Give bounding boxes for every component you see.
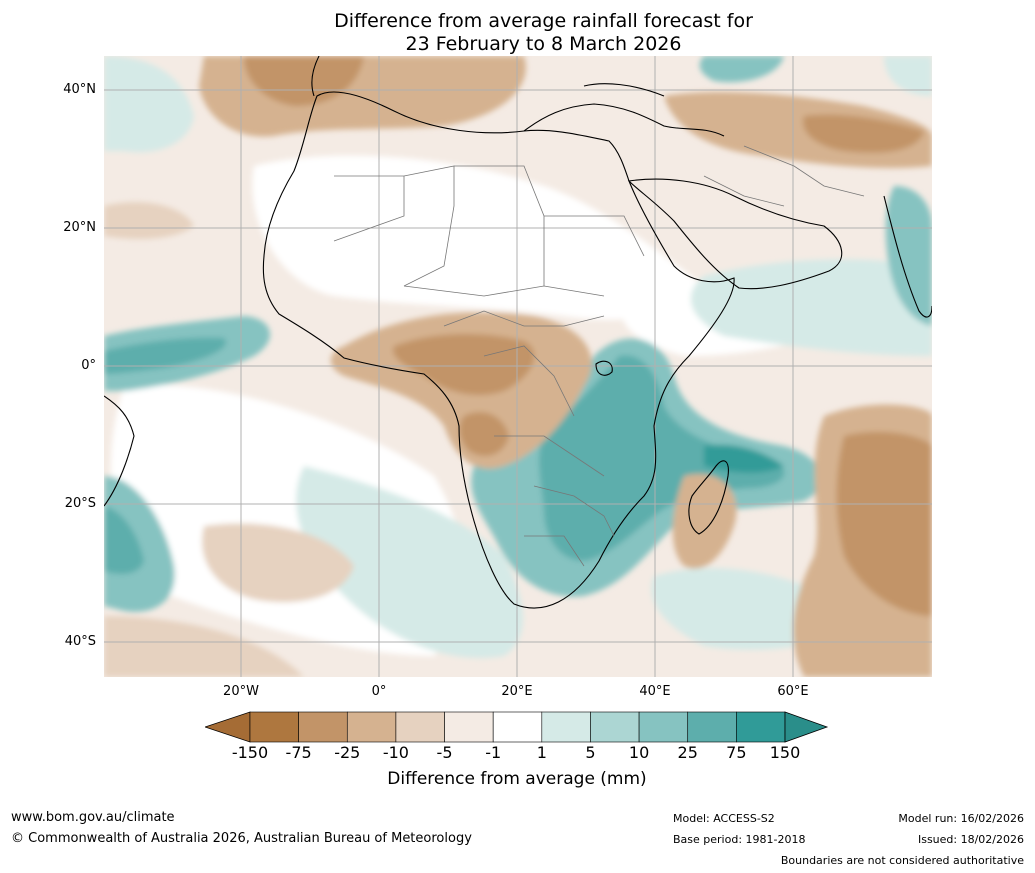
colorbar-bin — [590, 711, 640, 743]
colorbar-tick-label: -10 — [382, 743, 409, 762]
lon-label-20w: 20°W — [223, 684, 259, 699]
colorbar-tick-label: 150 — [769, 743, 801, 762]
colorbar-tick-label: -25 — [334, 743, 361, 762]
title-line-1: Difference from average rainfall forecas… — [334, 10, 753, 32]
colorbar-max-arrow — [784, 711, 829, 743]
issued-text: Issued: 18/02/2026 — [917, 833, 1024, 846]
copyright-text: © Commonwealth of Australia 2026, Austra… — [11, 831, 472, 846]
map-title: Difference from average rainfall forecas… — [0, 10, 1035, 56]
lon-label-0: 0° — [371, 684, 387, 699]
colorbar-tick-label: 1 — [536, 743, 547, 762]
colorbar-min-arrow — [205, 711, 251, 743]
colorbar-bin — [687, 711, 737, 743]
lon-label-60e: 60°E — [777, 684, 809, 699]
base-period-text: Base period: 1981-2018 — [673, 833, 806, 846]
colorbar-bin — [736, 711, 786, 743]
colorbar-bin — [298, 711, 348, 743]
colorbar-tick-label: 75 — [726, 743, 747, 762]
lat-label-equator: 0° — [81, 358, 96, 373]
lat-label-20s: 20°S — [64, 496, 96, 511]
model-text: Model: ACCESS-S2 — [673, 812, 775, 825]
anomaly-fields — [104, 56, 932, 677]
lat-label-40s: 40°S — [64, 634, 96, 649]
lon-label-40e: 40°E — [639, 684, 671, 699]
colorbar-bin — [395, 711, 445, 743]
colorbar-bin — [346, 711, 397, 743]
coastlines — [104, 56, 932, 609]
colorbar-tick-label: 25 — [677, 743, 698, 762]
colorbar-tick-label: 10 — [628, 743, 650, 762]
lat-label-20n: 20°N — [63, 220, 96, 235]
colorbar-tick-label: -5 — [436, 743, 453, 762]
lon-label-20e: 20°E — [501, 684, 533, 699]
model-run-text: Model run: 16/02/2026 — [898, 812, 1024, 825]
country-borders — [333, 145, 865, 567]
colorbar-tick-label: -1 — [485, 743, 502, 762]
colorbar — [205, 711, 829, 743]
title-line-2: 23 February to 8 March 2026 — [405, 33, 682, 55]
website-text: www.bom.gov.au/climate — [11, 810, 175, 825]
colorbar-tick-label: 5 — [585, 743, 596, 762]
disclaimer-text: Boundaries are not considered authoritat… — [780, 854, 1024, 867]
colorbar-bin — [541, 711, 591, 743]
colorbar-bin — [444, 711, 494, 743]
colorbar-tick-label: -75 — [285, 743, 312, 762]
rainfall-anomaly-map — [104, 56, 932, 677]
colorbar-bins — [249, 711, 786, 743]
lat-label-40n: 40°N — [63, 82, 96, 97]
colorbar-tick-label: -150 — [231, 743, 269, 762]
colorbar-bin — [638, 711, 689, 743]
colorbar-bin — [492, 711, 543, 743]
colorbar-bin — [249, 711, 299, 743]
colorbar-label: Difference from average (mm) — [387, 769, 647, 789]
